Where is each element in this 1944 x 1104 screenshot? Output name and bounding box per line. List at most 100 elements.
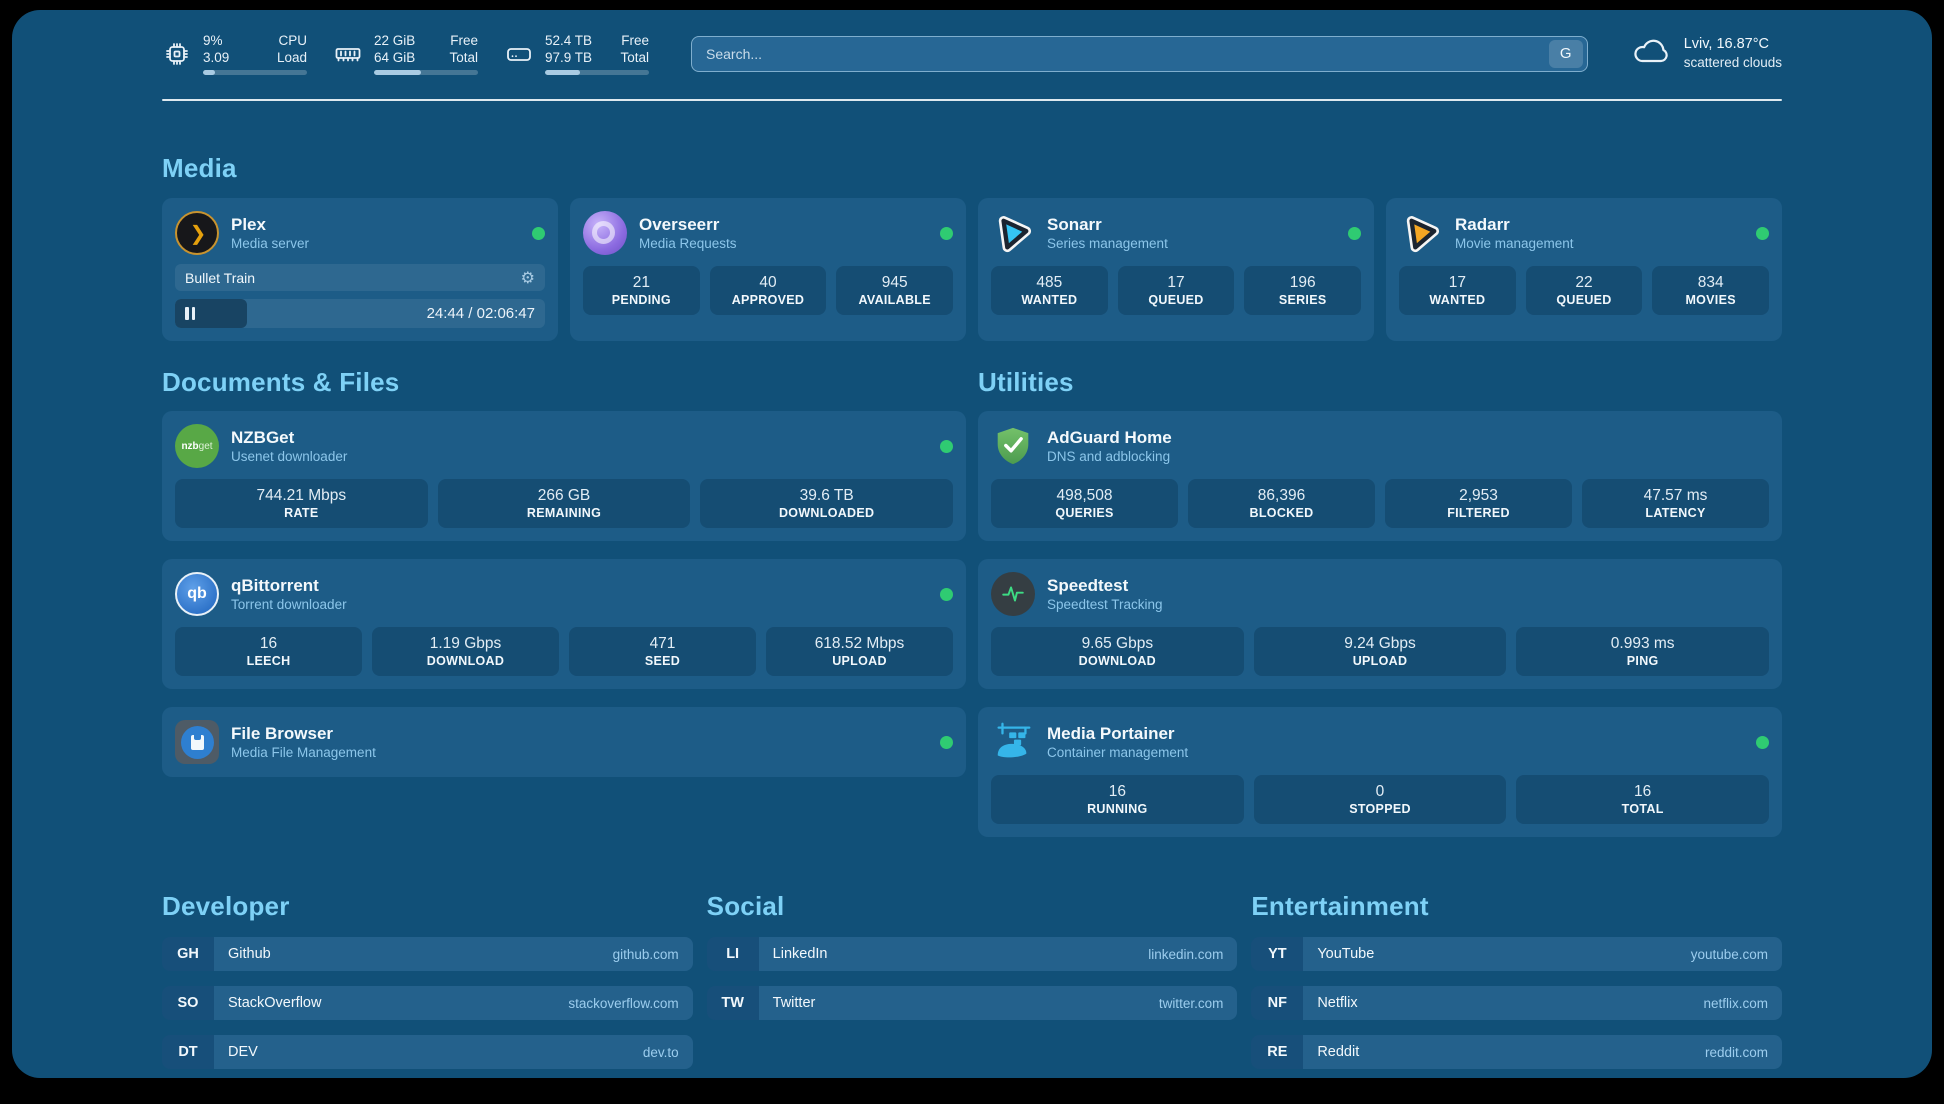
service-subtitle: Speedtest Tracking — [1047, 596, 1163, 612]
stat-tile: 498,508 QUERIES — [991, 479, 1178, 528]
stat-tile: 40 APPROVED — [709, 266, 827, 315]
link-abbr: GH — [162, 937, 214, 971]
stat-tile: 266 GB REMAINING — [437, 479, 691, 528]
service-subtitle: Media server — [231, 235, 310, 251]
section-title-utilities: Utilities — [978, 367, 1074, 397]
link-url: stackoverflow.com — [568, 995, 679, 1011]
search-engine-button[interactable]: G — [1548, 39, 1583, 68]
section-social: Social LI LinkedIn linkedin.com TW Twitte… — [706, 891, 1238, 1020]
status-dot — [1756, 226, 1769, 240]
section-entertainment: Entertainment YT YouTube youtube.com NF N… — [1251, 891, 1782, 1069]
link-name: StackOverflow — [228, 995, 322, 1011]
playback-time: 24:44 / 02:06:47 — [426, 305, 535, 322]
stat-tile: 16 LEECH — [175, 627, 362, 676]
disk-stat-widget: 52.4 TB Free 97.9 TB Total — [504, 32, 649, 75]
stat-tile: 618.52 Mbps UPLOAD — [766, 627, 953, 676]
stat-tile: 945 AVAILABLE — [836, 266, 953, 315]
header: 9% CPU 3.09 Load 22 GiB Free — [162, 10, 1782, 75]
stat-tile: 17 WANTED — [1399, 266, 1516, 315]
stat-tile: 47.57 ms LATENCY — [1582, 479, 1769, 528]
stat-tile: 834 MOVIES — [1652, 266, 1769, 315]
link-dev[interactable]: DT DEV dev.to — [162, 1035, 693, 1069]
stat-tile: 196 SERIES — [1244, 266, 1361, 315]
link-name: Twitter — [772, 995, 816, 1011]
card-plex[interactable]: ❯ Plex Media server Bullet Train ⚙ — [162, 198, 558, 341]
qbittorrent-icon: qb — [175, 572, 219, 616]
card-qbittorrent[interactable]: qb qBittorrent Torrent downloader 16 LEEC… — [162, 559, 966, 689]
pause-icon[interactable] — [185, 307, 195, 320]
stat-tile: 0 STOPPED — [1253, 775, 1507, 824]
stat-tile: 21 PENDING — [583, 266, 700, 315]
stat-tile: 9.65 Gbps DOWNLOAD — [991, 627, 1244, 676]
cpu-stat-text: 9% CPU 3.09 Load — [203, 32, 307, 75]
link-netflix[interactable]: NF Netflix netflix.com — [1251, 986, 1782, 1020]
overseerr-icon — [583, 211, 627, 255]
cpu-load-label: Load — [276, 50, 307, 65]
card-nzbget[interactable]: nzb get NZBGet Usenet downloader 744.21 M… — [162, 411, 966, 541]
service-name: File Browser — [231, 723, 334, 743]
link-url: netflix.com — [1703, 995, 1768, 1011]
ram-total-label: Total — [449, 50, 478, 65]
card-portainer[interactable]: Media Portainer Container management 16 R… — [978, 707, 1782, 837]
ram-total: 64 GiB — [374, 50, 416, 65]
ram-stat-text: 22 GiB Free 64 GiB Total — [374, 32, 478, 75]
portainer-icon — [991, 720, 1035, 764]
card-radarr[interactable]: Radarr Movie management 17 WANTED 22 QUEUE… — [1386, 198, 1782, 341]
card-filebrowser[interactable]: File Browser Media File Management — [162, 707, 966, 777]
search-input[interactable] — [692, 45, 1549, 62]
link-youtube[interactable]: YT YouTube youtube.com — [1251, 937, 1782, 971]
service-name: Speedtest — [1047, 575, 1129, 595]
service-subtitle: Movie management — [1455, 235, 1574, 251]
link-reddit[interactable]: RE Reddit reddit.com — [1251, 1035, 1782, 1069]
filebrowser-icon — [175, 720, 219, 764]
link-github[interactable]: GH Github github.com — [162, 937, 693, 971]
stat-tile: 2,953 FILTERED — [1385, 479, 1572, 528]
playback-progress-bar[interactable]: 24:44 / 02:06:47 — [175, 299, 545, 328]
section-title-media: Media — [162, 153, 237, 183]
ram-stat-widget: 22 GiB Free 64 GiB Total — [333, 32, 478, 75]
stat-tile: 0.993 ms PING — [1516, 627, 1769, 676]
section-developer: Developer GH Github github.com SO StackOv… — [162, 891, 693, 1069]
cpu-usage: 9% — [203, 33, 223, 48]
disk-free-label: Free — [621, 33, 649, 48]
disk-progress — [545, 70, 649, 75]
service-subtitle: Media File Management — [231, 744, 376, 760]
service-subtitle: Media Requests — [639, 235, 737, 251]
section-title-documents: Documents & Files — [162, 367, 400, 397]
stat-tile: 9.24 Gbps UPLOAD — [1253, 627, 1507, 676]
service-subtitle: Series management — [1047, 235, 1168, 251]
stat-tile: 1.19 Gbps DOWNLOAD — [372, 627, 559, 676]
sonarr-icon — [991, 211, 1035, 255]
card-speedtest[interactable]: Speedtest Speedtest Tracking 9.65 Gbps DO… — [978, 559, 1782, 689]
card-adguard[interactable]: AdGuard Home DNS and adblocking 498,508 Q… — [978, 411, 1782, 541]
link-url: dev.to — [642, 1044, 679, 1060]
service-name: NZBGet — [231, 427, 295, 447]
plex-icon: ❯ — [175, 211, 219, 255]
stat-tile: 39.6 TB DOWNLOADED — [700, 479, 953, 528]
link-stackoverflow[interactable]: SO StackOverflow stackoverflow.com — [162, 986, 693, 1020]
ram-icon — [333, 39, 363, 69]
disk-icon — [504, 39, 534, 69]
disk-total-label: Total — [620, 50, 649, 65]
service-subtitle: DNS and adblocking — [1047, 448, 1171, 464]
service-name: qBittorrent — [231, 575, 319, 595]
weather-condition: scattered clouds — [1683, 55, 1782, 70]
status-dot — [940, 439, 953, 453]
link-twitter[interactable]: TW Twitter twitter.com — [706, 986, 1238, 1020]
service-name: Sonarr — [1047, 214, 1102, 234]
search-bar[interactable]: G — [691, 35, 1588, 72]
cpu-progress — [203, 70, 307, 75]
stat-tile: 471 SEED — [569, 627, 756, 676]
section-title-social: Social — [706, 891, 785, 921]
card-overseerr[interactable]: Overseerr Media Requests 21 PENDING 40 APP… — [570, 198, 966, 341]
card-sonarr[interactable]: Sonarr Series management 485 WANTED 17 QUE… — [978, 198, 1374, 341]
status-dot — [532, 226, 545, 240]
gear-icon[interactable]: ⚙ — [520, 269, 535, 287]
link-abbr: RE — [1251, 1035, 1304, 1069]
link-linkedin[interactable]: LI LinkedIn linkedin.com — [706, 937, 1238, 971]
section-media: Media ❯ Plex Media server — [162, 153, 1782, 341]
link-name: Reddit — [1317, 1044, 1360, 1060]
section-documents: Documents & Files nzb get NZBGet Usenet d… — [162, 367, 966, 837]
cloud-icon — [1630, 34, 1672, 73]
link-abbr: SO — [162, 986, 214, 1020]
